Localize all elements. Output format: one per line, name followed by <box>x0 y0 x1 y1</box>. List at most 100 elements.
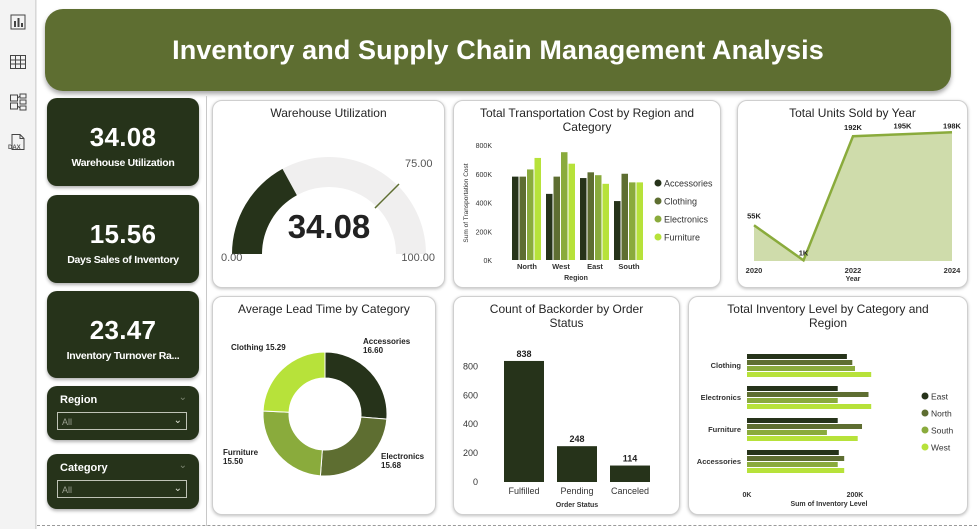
slice-value-label: 15.50 <box>223 457 244 466</box>
kpi-card-warehouse-utilization[interactable]: 34.08 Warehouse Utilization <box>47 98 199 186</box>
table-icon[interactable] <box>9 53 27 71</box>
warehouse-utilization-card[interactable]: Warehouse Utilization 34.08 0.00 100.00 75.… <box>212 100 445 288</box>
data-label: 55K <box>747 211 761 220</box>
y-tick-label: 400 <box>463 419 478 429</box>
legend-marker <box>654 233 662 241</box>
kpi-value: 23.47 <box>89 315 157 345</box>
transport-bar-chart: 0K 200K 400K 600K 800K North West East South Regi… <box>463 143 713 282</box>
bar <box>546 193 553 260</box>
y-tick-label: Clothing <box>711 361 742 370</box>
x-axis-title: Region <box>564 275 588 282</box>
kpi-card-inventory-turnover[interactable]: 23.47 Inventory Turnover Ra... <box>47 291 199 378</box>
donut-slice <box>262 351 326 413</box>
slice-category-label: Accessories <box>363 337 411 346</box>
bar <box>747 386 838 391</box>
page-edge <box>37 525 977 529</box>
bar <box>747 430 827 435</box>
y-tick-label: 200 <box>463 448 478 458</box>
legend-label: Accessories <box>664 179 713 189</box>
kpi-card-days-sales-inventory[interactable]: 15.56 Days Sales of Inventory <box>47 195 199 283</box>
data-label: 114 <box>623 454 638 464</box>
bar <box>610 465 650 482</box>
donut-slice <box>319 416 388 477</box>
chevron-down-icon[interactable]: ⌄ <box>178 460 187 471</box>
chart-title-line: Region <box>808 316 848 330</box>
backorder-card[interactable]: Count of Backorder by Order Status 0 200 40… <box>453 296 680 515</box>
bar <box>614 201 621 260</box>
region-dropdown[interactable]: All ⌄ <box>57 412 187 430</box>
slice-value-label: 15.68 <box>381 461 402 470</box>
x-tick-label: East <box>587 262 603 271</box>
category-slicer: Category ⌄ All ⌄ <box>47 454 199 509</box>
model-icon[interactable] <box>9 93 27 111</box>
legend-marker <box>921 409 929 417</box>
chart-title: Count of Backorder by Order Status <box>454 302 679 330</box>
bar <box>561 152 568 260</box>
gauge-min-label: 0.00 <box>221 252 242 264</box>
x-tick-label: 0K <box>743 492 752 499</box>
dax-label: DAX <box>8 145 21 151</box>
units-sold-card[interactable]: Total Units Sold by Year 55K 1K 192K 195K 19… <box>737 100 968 288</box>
bar <box>747 436 858 441</box>
bar <box>747 418 838 423</box>
divider <box>206 96 207 526</box>
data-label: 1K <box>799 248 809 257</box>
kpi-label: Days Sales of Inventory <box>67 254 179 266</box>
y-tick-label: 0 <box>473 477 478 487</box>
gauge-value-label: 34.08 <box>288 208 371 245</box>
legend-marker <box>921 392 929 400</box>
x-axis-title: Order Status <box>556 502 599 509</box>
bar-chart-icon[interactable] <box>9 13 27 31</box>
region-slicer-title: Region <box>60 394 98 406</box>
legend-label: Clothing <box>664 197 697 207</box>
donut-slice <box>262 410 323 477</box>
chart-title-line: Count of Backorder by Order <box>489 302 644 316</box>
data-label: 195K <box>894 121 913 130</box>
y-tick-label: Accessories <box>697 457 741 466</box>
bar <box>621 173 628 260</box>
y-tick-label: 0K <box>483 258 492 265</box>
x-tick-label: West <box>552 262 570 271</box>
inventory-hbar-chart: Clothing Electronics Furniture Accessories 0… <box>697 354 953 508</box>
chevron-down-icon[interactable]: ⌄ <box>178 392 187 403</box>
x-tick-label: 200K <box>847 492 864 499</box>
chevron-down-icon: ⌄ <box>173 483 182 494</box>
report-title: Inventory and Supply Chain Management An… <box>172 34 824 65</box>
inventory-level-card[interactable]: Total Inventory Level by Category and Reg… <box>688 296 968 515</box>
backorder-bar-chart: 0 200 400 600 800 838 Fulfilled 248 Pending 114 Ca… <box>463 349 650 509</box>
legend-marker <box>921 443 929 451</box>
y-tick-label: 400K <box>476 201 493 208</box>
legend-marker <box>654 215 662 223</box>
bar <box>747 392 869 397</box>
legend-label: East <box>931 392 949 402</box>
title-banner: Inventory and Supply Chain Management An… <box>45 9 951 91</box>
data-label: 838 <box>516 349 531 359</box>
gauge-chart: 34.08 0.00 100.00 75.00 <box>221 157 435 264</box>
y-tick-label: 800 <box>463 361 478 371</box>
bar <box>587 172 594 260</box>
chart-title-line: Total Inventory Level by Category and <box>727 302 929 316</box>
data-label: 248 <box>569 434 584 444</box>
donut-slice <box>324 351 388 420</box>
chart-title-line: Status <box>549 316 584 330</box>
region-slicer: Region ⌄ All ⌄ <box>47 386 199 440</box>
bar <box>747 450 839 455</box>
transportation-cost-card[interactable]: Total Transportation Cost by Region and C… <box>453 100 721 288</box>
x-tick-label: Fulfilled <box>508 486 539 496</box>
x-tick-label: 2022 <box>845 266 862 275</box>
bar <box>747 372 872 377</box>
x-tick-label: 2020 <box>746 266 763 275</box>
slice-label: Clothing 15.29 <box>231 343 286 352</box>
category-dropdown[interactable]: All ⌄ <box>57 480 187 498</box>
bar <box>527 169 534 260</box>
legend-label: Electronics <box>664 215 709 225</box>
bar <box>534 157 541 260</box>
slice-category-label: Furniture <box>223 448 259 457</box>
lead-time-card[interactable]: Average Lead Time by Category Accessorie… <box>212 296 436 515</box>
category-dropdown-value: All <box>62 485 73 495</box>
legend-label: West <box>931 443 951 453</box>
dax-icon[interactable] <box>9 133 27 151</box>
kpi-value: 15.56 <box>89 219 157 249</box>
y-tick-label: 600K <box>476 172 493 179</box>
